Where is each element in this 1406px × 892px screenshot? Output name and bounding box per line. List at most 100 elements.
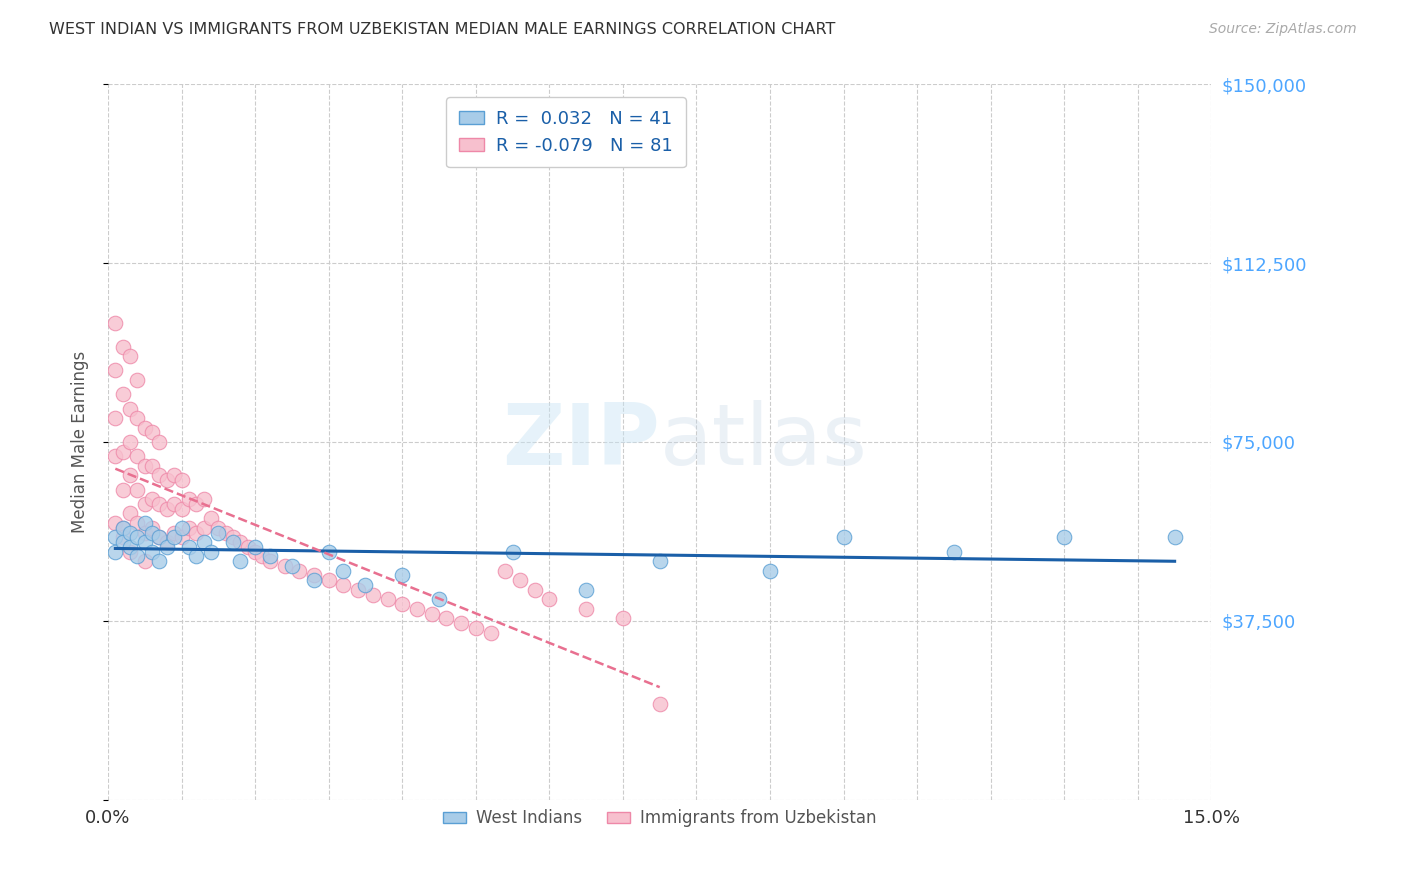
Point	[575, 602, 598, 616]
Point	[163, 530, 186, 544]
Legend: West Indians, Immigrants from Uzbekistan: West Indians, Immigrants from Uzbekistan	[436, 803, 883, 834]
Point	[127, 450, 149, 464]
Point	[134, 497, 156, 511]
Point	[354, 578, 377, 592]
Point	[104, 530, 127, 544]
Point	[141, 521, 163, 535]
Point	[111, 340, 134, 354]
Point	[163, 525, 186, 540]
Point	[148, 434, 170, 449]
Point	[229, 535, 252, 549]
Point	[186, 497, 208, 511]
Point	[222, 535, 245, 549]
Point	[347, 582, 370, 597]
Point	[120, 525, 142, 540]
Point	[177, 521, 200, 535]
Point	[141, 425, 163, 440]
Point	[120, 349, 142, 363]
Point	[420, 607, 443, 621]
Point	[464, 621, 486, 635]
Point	[148, 468, 170, 483]
Point	[450, 616, 472, 631]
Point	[377, 592, 399, 607]
Point	[134, 525, 156, 540]
Text: atlas: atlas	[659, 401, 868, 483]
Point	[207, 525, 229, 540]
Point	[648, 697, 671, 711]
Point	[406, 602, 429, 616]
Point	[127, 411, 149, 425]
Point	[391, 597, 413, 611]
Point	[134, 516, 156, 530]
Point	[141, 525, 163, 540]
Point	[177, 492, 200, 507]
Point	[222, 530, 245, 544]
Point	[494, 564, 516, 578]
Point	[207, 521, 229, 535]
Point	[193, 535, 215, 549]
Point	[120, 401, 142, 416]
Point	[111, 483, 134, 497]
Point	[111, 444, 134, 458]
Point	[134, 535, 156, 549]
Text: WEST INDIAN VS IMMIGRANTS FROM UZBEKISTAN MEDIAN MALE EARNINGS CORRELATION CHART: WEST INDIAN VS IMMIGRANTS FROM UZBEKISTA…	[49, 22, 835, 37]
Point	[148, 530, 170, 544]
Point	[200, 511, 222, 525]
Point	[288, 564, 311, 578]
Point	[127, 530, 149, 544]
Point	[163, 497, 186, 511]
Point	[141, 544, 163, 558]
Point	[104, 450, 127, 464]
Point	[127, 373, 149, 387]
Point	[1053, 530, 1076, 544]
Point	[104, 363, 127, 377]
Point	[332, 578, 354, 592]
Point	[302, 568, 325, 582]
Point	[170, 501, 193, 516]
Point	[332, 564, 354, 578]
Point	[215, 525, 238, 540]
Y-axis label: Median Male Earnings: Median Male Earnings	[72, 351, 89, 533]
Point	[318, 544, 340, 558]
Point	[538, 592, 561, 607]
Point	[177, 540, 200, 554]
Point	[111, 521, 134, 535]
Point	[648, 554, 671, 568]
Point	[281, 558, 304, 573]
Point	[252, 549, 274, 564]
Point	[104, 516, 127, 530]
Point	[193, 492, 215, 507]
Point	[141, 458, 163, 473]
Point	[111, 535, 134, 549]
Point	[127, 483, 149, 497]
Point	[111, 530, 134, 544]
Point	[148, 530, 170, 544]
Point	[759, 564, 782, 578]
Point	[148, 554, 170, 568]
Point	[427, 592, 450, 607]
Point	[156, 501, 179, 516]
Point	[127, 516, 149, 530]
Point	[259, 549, 281, 564]
Point	[163, 468, 186, 483]
Point	[156, 540, 179, 554]
Point	[229, 554, 252, 568]
Point	[236, 540, 259, 554]
Point	[259, 554, 281, 568]
Point	[156, 473, 179, 487]
Point	[509, 573, 531, 587]
Point	[1163, 530, 1185, 544]
Point	[243, 544, 266, 558]
Point	[502, 544, 524, 558]
Point	[120, 540, 142, 554]
Point	[479, 625, 502, 640]
Point	[942, 544, 965, 558]
Point	[302, 573, 325, 587]
Point	[612, 611, 634, 625]
Point	[104, 544, 127, 558]
Point	[193, 521, 215, 535]
Point	[243, 540, 266, 554]
Point	[120, 468, 142, 483]
Point	[523, 582, 546, 597]
Point	[170, 473, 193, 487]
